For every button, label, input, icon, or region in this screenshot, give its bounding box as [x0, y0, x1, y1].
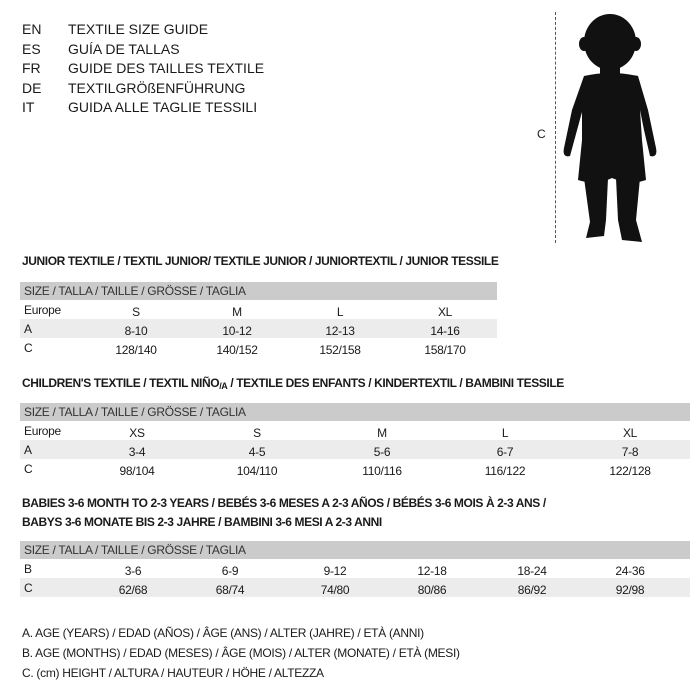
table-header: SIZE / TALLA / TAILLE / GRÖSSE / TAGLIA	[20, 541, 690, 559]
table-cell: 68/74	[215, 583, 245, 597]
table-cell: 12-18	[417, 564, 447, 578]
language-code: FR	[22, 60, 41, 76]
language-code: EN	[22, 21, 42, 37]
table-cell: 74/80	[320, 583, 350, 597]
table-cell: 9-12	[323, 564, 347, 578]
table-cell: XS	[129, 426, 145, 440]
table-row: C 62/68 68/74 74/80 80/86 86/92 92/98	[20, 578, 690, 597]
row-label: B	[24, 562, 32, 576]
children-title-b: / TEXTILE DES ENFANTS / KINDERTEXTIL / B…	[227, 376, 564, 390]
language-guide-title: TEXTILE SIZE GUIDE	[68, 21, 209, 37]
table-cell: 24-36	[615, 564, 645, 578]
table-cell: 7-8	[621, 445, 639, 459]
table-cell: 104/110	[236, 464, 278, 478]
legend-item: B. AGE (MONTHS) / EDAD (MESES) / ÂGE (MO…	[22, 646, 460, 660]
table-cell: 18-24	[517, 564, 547, 578]
table-cell: 14-16	[430, 324, 460, 338]
table-cell: 8-10	[124, 324, 148, 338]
row-label: A	[24, 443, 32, 457]
row-label: A	[24, 322, 32, 336]
table-cell: 80/86	[417, 583, 447, 597]
row-label: C	[24, 462, 33, 476]
row-label: C	[24, 341, 33, 355]
table-cell: 116/122	[484, 464, 526, 478]
table-cell: 98/104	[119, 464, 155, 478]
child-silhouette-icon	[563, 14, 657, 242]
table-cell: S	[253, 426, 261, 440]
children-title-a: CHILDREN'S TEXTILE / TEXTIL NIÑO	[22, 376, 220, 390]
table-row: B 3-6 6-9 9-12 12-18 18-24 24-36	[20, 559, 690, 578]
table-cell: L	[501, 426, 509, 440]
table-cell: 5-6	[373, 445, 391, 459]
table-cell: XL	[622, 426, 638, 440]
babies-title-line2: BABYS 3-6 MONATE BIS 2-3 JAHRE / BAMBINI…	[22, 515, 382, 529]
legend-item: C. (cm) HEIGHT / ALTURA / HAUTEUR / HÖHE…	[22, 666, 324, 680]
language-code: IT	[22, 99, 35, 115]
table-cell: 6-7	[496, 445, 514, 459]
height-label: C	[537, 127, 546, 141]
language-guide-title: GUÍA DE TALLAS	[68, 40, 180, 57]
table-row: Europe S M L XL	[20, 300, 497, 319]
row-label: Europe	[24, 303, 61, 317]
table-cell: M	[377, 426, 387, 440]
table-cell: 3-4	[128, 445, 146, 459]
language-guide-title: GUIDE DES TAILLES TEXTILE	[68, 60, 265, 76]
row-label: C	[24, 581, 33, 595]
table-cell: 140/152	[216, 343, 258, 357]
legend-item: A. AGE (YEARS) / EDAD (AÑOS) / ÂGE (ANS)…	[22, 626, 424, 640]
table-cell: 152/158	[319, 343, 361, 357]
table-row: C 128/140 140/152 152/158 158/170	[20, 338, 497, 357]
table-cell: 92/98	[615, 583, 645, 597]
table-cell: 122/128	[609, 464, 651, 478]
babies-size-table: SIZE / TALLA / TAILLE / GRÖSSE / TAGLIA …	[20, 541, 690, 597]
table-cell: 10-12	[222, 324, 252, 338]
table-cell: 158/170	[424, 343, 466, 357]
babies-title-line1: BABIES 3-6 MONTH TO 2-3 YEARS / BEBÉS 3-…	[22, 496, 546, 510]
table-header: SIZE / TALLA / TAILLE / GRÖSSE / TAGLIA	[20, 403, 690, 421]
table-cell: XL	[437, 305, 453, 319]
children-title-sub: /A	[219, 381, 228, 391]
language-guide-title: TEXTILGRÖßENFÜHRUNG	[68, 79, 246, 96]
language-code: DE	[22, 79, 42, 96]
table-row: A 8-10 10-12 12-13 14-16	[20, 319, 497, 338]
children-title: CHILDREN'S TEXTILE / TEXTIL NIÑO/A / TEX…	[22, 376, 564, 391]
table-cell: 110/116	[362, 464, 402, 478]
table-header: SIZE / TALLA / TAILLE / GRÖSSE / TAGLIA	[20, 282, 497, 300]
table-row: A 3-4 4-5 5-6 6-7 7-8	[20, 440, 690, 459]
dashed-height-line	[555, 12, 556, 243]
table-cell: L	[336, 305, 344, 319]
table-cell: 86/92	[517, 583, 547, 597]
junior-size-table: SIZE / TALLA / TAILLE / GRÖSSE / TAGLIA …	[20, 282, 497, 357]
table-row: Europe XS S M L XL	[20, 421, 690, 440]
table-row: C 98/104 104/110 110/116 116/122 122/128	[20, 459, 690, 478]
language-guide-title: GUIDA ALLE TAGLIE TESSILI	[68, 99, 258, 115]
table-cell: 128/140	[115, 343, 157, 357]
row-label: Europe	[24, 424, 61, 438]
table-cell: 3-6	[124, 564, 142, 578]
junior-title: JUNIOR TEXTILE / TEXTIL JUNIOR/ TEXTILE …	[22, 254, 499, 268]
table-cell: 6-9	[221, 564, 239, 578]
table-cell: 62/68	[118, 583, 148, 597]
language-code: ES	[22, 40, 41, 57]
table-cell: S	[132, 305, 140, 319]
table-cell: 4-5	[248, 445, 266, 459]
children-size-table: SIZE / TALLA / TAILLE / GRÖSSE / TAGLIA …	[20, 403, 690, 478]
table-cell: 12-13	[325, 324, 355, 338]
table-cell: M	[232, 305, 242, 319]
